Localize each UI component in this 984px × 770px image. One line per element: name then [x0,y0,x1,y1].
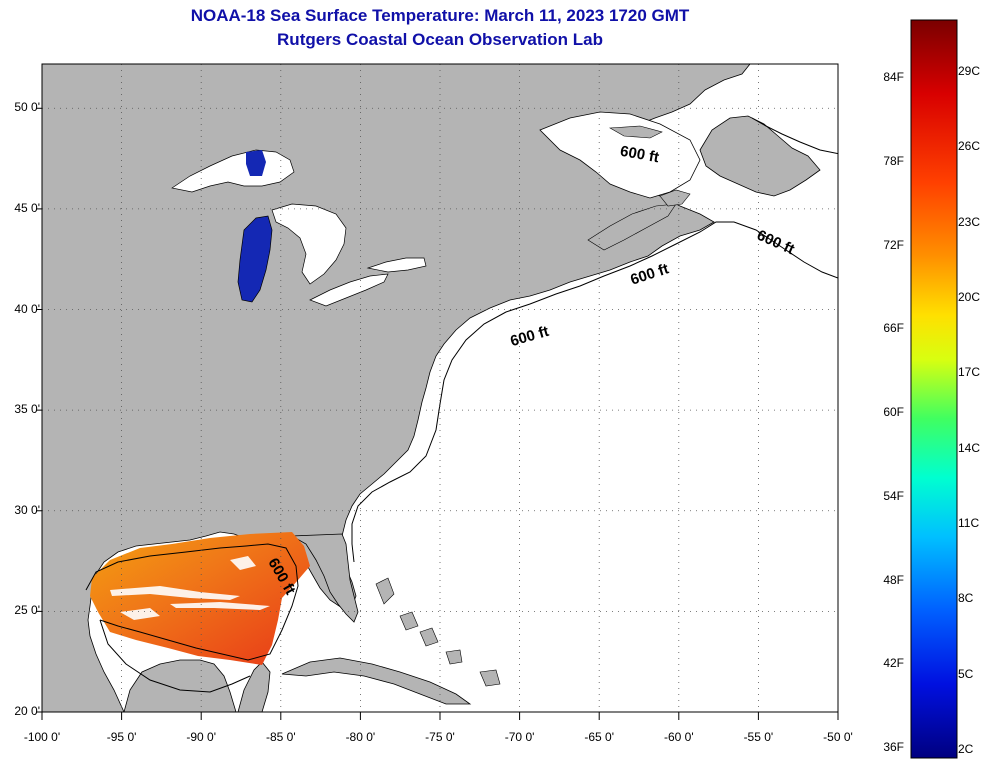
colorbar-c-label: 11C [958,516,980,530]
lake-michigan [237,215,273,303]
cloud-gaps [110,556,270,620]
longitude-label: -80 0' [345,730,376,744]
colorbar-c-label: 8C [958,591,974,606]
colorbar-f-label: 66F [883,321,904,336]
latitude-label: 35 0' [14,402,40,417]
longitude-label: -75 0' [425,730,455,744]
nova-scotia [587,203,677,251]
longitude-label: -50 0' [823,730,853,744]
colorbar-c-label: 23C [958,214,981,229]
land-yucatan-east [237,661,271,712]
longitude-label: -90 0' [186,730,217,744]
longitude-label: -60 0' [663,730,694,744]
longitude-label: -55 0' [743,730,774,744]
colorbar-f-label: 84F [883,70,904,84]
latitude-label: 40 0' [14,301,40,316]
axis-ticks [36,107,839,720]
colorbar [910,19,958,759]
latitude-label: 30 0' [14,502,40,517]
colorbar-c-label: 5C [958,666,974,681]
land-florida [290,533,359,623]
colorbar-f-label: 78F [883,153,904,168]
colorbar-f-label: 54F [883,488,904,503]
longitude-label: -95 0' [106,730,137,744]
anticosti-island [608,125,663,139]
isobath-600ft [85,117,838,693]
colorbar-f-label: 36F [883,740,904,754]
cape-breton [659,189,691,207]
latitude-label: 45 0' [14,200,40,215]
map-title: NOAA-18 Sea Surface Temperature: March 1… [190,6,690,25]
colorbar-c-label: 2C [958,742,974,756]
colorbar-f-label: 48F [883,572,904,587]
land-newfoundland [699,115,821,197]
colorbar-c-label: 29C [958,64,981,78]
land-cuba [281,657,472,705]
colorbar-c-label: 14C [958,440,981,455]
latitude-label: 25 0' [14,603,40,618]
longitude-label: -85 0' [265,730,296,744]
colorbar-f-label: 42F [883,656,904,671]
lake-huron [271,203,347,285]
colorbar-c-label: 17C [958,365,981,380]
latitude-label: 50 0' [14,100,40,115]
gulf-st-lawrence [539,111,701,199]
latitude-label: 20 0' [14,704,40,718]
map-subtitle: Rutgers Coastal Ocean Observation Lab [277,30,603,49]
lake-superior-cold [246,150,266,176]
colorbar-f-label: 60F [883,405,904,419]
colorbar-f-label: 72F [883,237,904,252]
lake-erie [309,273,389,307]
land-bahamas [375,577,501,687]
colorbar-c-label: 20C [958,290,981,304]
lake-ontario [366,257,427,273]
land-yucatan [123,659,237,712]
longitude-label: -100 0' [23,730,61,744]
longitude-label: -65 0' [584,730,615,744]
longitude-label: -70 0' [504,730,535,744]
colorbar-c-label: 26C [958,139,981,154]
